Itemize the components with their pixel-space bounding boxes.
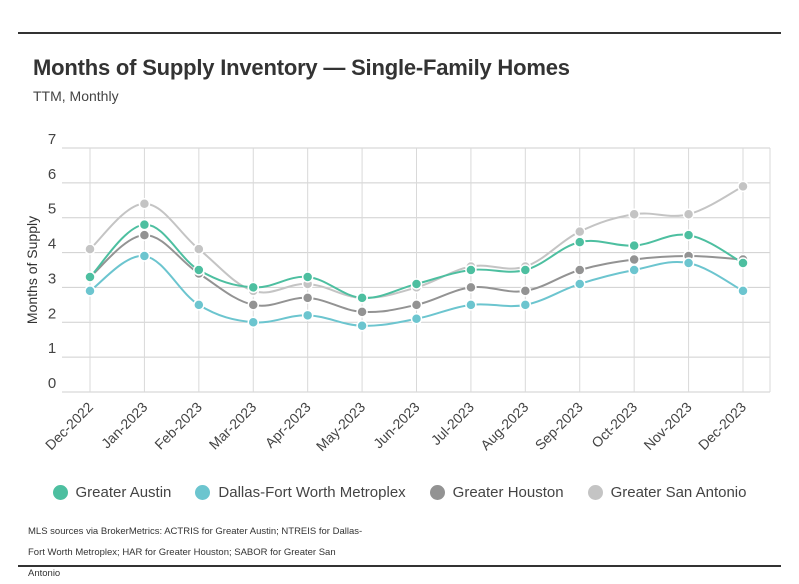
- y-tick-label: 1: [48, 340, 56, 357]
- data-point-greater-austin: [138, 218, 151, 231]
- data-point-dallas-fort-worth-metroplex: [574, 278, 586, 290]
- data-point-greater-san-antonio: [682, 208, 695, 220]
- data-point-dallas-fort-worth-metroplex: [193, 299, 205, 311]
- y-tick-label: 4: [48, 236, 56, 253]
- data-point-greater-houston: [574, 264, 586, 276]
- chart-title: Months of Supply Inventory — Single-Fami…: [33, 55, 570, 80]
- legend-label: Dallas-Fort Worth Metroplex: [218, 484, 406, 501]
- x-tick-label: Jan-2023: [98, 399, 151, 452]
- y-axis-label: Months of Supply: [24, 216, 40, 324]
- x-tick-label: Aug-2023: [477, 399, 531, 453]
- data-point-greater-houston: [628, 253, 640, 266]
- x-tick-label: Nov-2023: [640, 399, 694, 453]
- legend-item: Dallas-Fort Worth Metroplex: [195, 484, 406, 501]
- legend: Greater Austin Dallas-Fort Worth Metrople…: [0, 484, 799, 501]
- y-tick-label: 5: [48, 201, 56, 218]
- data-point-dallas-fort-worth-metroplex: [356, 320, 368, 332]
- x-tick-label: Dec-2023: [695, 399, 749, 453]
- data-point-dallas-fort-worth-metroplex: [138, 250, 151, 262]
- data-point-greater-houston: [301, 292, 314, 304]
- y-tick-label: 0: [48, 375, 56, 392]
- data-point-greater-san-antonio: [628, 208, 640, 220]
- data-point-greater-san-antonio: [84, 243, 96, 255]
- x-tick-label: Oct-2023: [588, 399, 640, 451]
- y-tick-label: 7: [48, 131, 56, 148]
- data-point-greater-austin: [465, 264, 477, 276]
- legend-swatch: [195, 485, 211, 500]
- data-point-greater-austin: [519, 264, 532, 276]
- x-tick-label: Sep-2023: [532, 399, 586, 453]
- x-tick-label: Jun-2023: [370, 399, 423, 452]
- data-point-greater-houston: [410, 299, 423, 311]
- line-chart: 0 1 2 3 4 5 6 7 Dec-2022 Jan-2023 Feb-2023 Mar-202…: [24, 131, 771, 454]
- data-point-greater-austin: [410, 278, 423, 290]
- data-point-greater-austin: [193, 264, 205, 276]
- data-point-dallas-fort-worth-metroplex: [737, 285, 749, 297]
- data-point-greater-austin: [301, 271, 314, 283]
- data-point-dallas-fort-worth-metroplex: [519, 299, 532, 311]
- x-tick-label: Feb-2023: [151, 399, 205, 453]
- legend-label: Greater Austin: [75, 484, 172, 501]
- data-point-greater-houston: [465, 281, 477, 294]
- data-point-greater-san-antonio: [138, 198, 151, 210]
- bottom-rule: [18, 565, 781, 567]
- legend-item: Greater Houston: [429, 484, 564, 501]
- data-point-greater-houston: [356, 306, 368, 318]
- data-point-greater-austin: [247, 281, 259, 294]
- data-point-greater-san-antonio: [574, 225, 586, 238]
- x-tick-label: Mar-2023: [206, 399, 260, 453]
- x-tick-label: May-2023: [313, 399, 368, 454]
- top-rule: [18, 32, 781, 34]
- data-point-dallas-fort-worth-metroplex: [465, 299, 477, 311]
- legend-swatch: [429, 485, 445, 500]
- x-tick-label: Jul-2023: [428, 399, 477, 448]
- data-point-dallas-fort-worth-metroplex: [682, 257, 695, 269]
- data-point-greater-austin: [356, 292, 368, 304]
- data-point-dallas-fort-worth-metroplex: [301, 309, 314, 322]
- data-point-greater-san-antonio: [737, 180, 749, 193]
- legend-swatch: [587, 485, 603, 500]
- data-point-greater-houston: [519, 285, 532, 297]
- x-tick-label: Dec-2022: [42, 399, 96, 453]
- data-point-greater-austin: [574, 236, 586, 248]
- legend-label: Greater San Antonio: [610, 484, 747, 501]
- y-tick-label: 2: [48, 305, 56, 322]
- y-tick-label: 3: [48, 270, 56, 287]
- source-note: MLS sources via BrokerMetrics: ACTRIS fo…: [28, 526, 363, 579]
- data-point-greater-austin: [682, 229, 695, 241]
- data-point-dallas-fort-worth-metroplex: [628, 264, 640, 276]
- data-point-greater-san-antonio: [193, 243, 205, 255]
- data-point-greater-houston: [247, 299, 259, 311]
- x-tick-label: Apr-2023: [262, 399, 314, 451]
- grid-lines: [62, 147, 771, 393]
- y-tick-labels: 0 1 2 3 4 5 6 7: [48, 131, 56, 392]
- data-point-greater-austin: [628, 239, 640, 252]
- chart-subtitle: TTM, Monthly: [33, 88, 119, 104]
- data-points: [84, 180, 749, 332]
- legend-label: Greater Houston: [452, 484, 564, 501]
- legend-item: Greater San Antonio: [587, 484, 747, 501]
- data-point-greater-austin: [84, 271, 96, 283]
- data-point-greater-austin: [737, 257, 749, 269]
- x-tick-labels: Dec-2022 Jan-2023 Feb-2023 Mar-2023 Apr-2023…: [42, 399, 749, 454]
- data-point-dallas-fort-worth-metroplex: [247, 316, 259, 329]
- data-point-dallas-fort-worth-metroplex: [84, 285, 96, 297]
- data-point-dallas-fort-worth-metroplex: [410, 313, 423, 325]
- data-point-greater-houston: [138, 229, 151, 241]
- y-tick-label: 6: [48, 166, 56, 183]
- legend-swatch: [52, 485, 68, 500]
- legend-item: Greater Austin: [52, 484, 172, 501]
